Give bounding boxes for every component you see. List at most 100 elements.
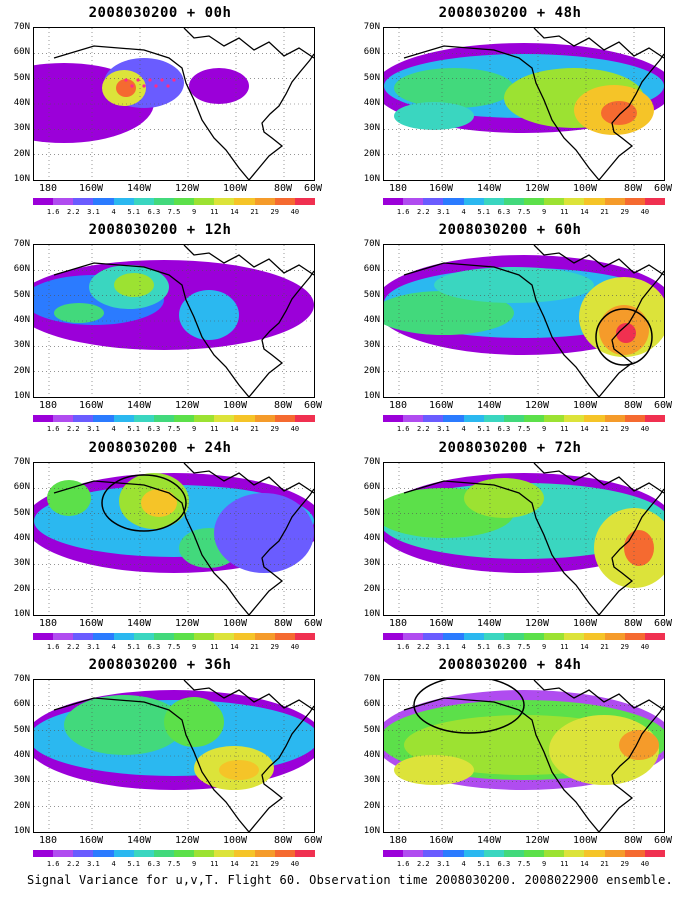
latitude-tick-label: 70N [363, 674, 380, 684]
colorbar-swatch [93, 633, 114, 640]
colorbar-swatch [564, 198, 585, 205]
colorbar-swatch [254, 850, 275, 857]
colorbar-swatch [544, 633, 565, 640]
longitude-tick-label: 80W [273, 835, 293, 846]
colorbar-swatch [93, 850, 114, 857]
colorbar-label: 3.1 [437, 208, 450, 216]
colorbar-label: 11 [560, 208, 569, 216]
colorbar-label: 5.1 [127, 643, 141, 651]
colorbar-swatch [274, 198, 295, 205]
longitude-tick-label: 180 [388, 618, 408, 629]
latitude-tick-label: 50N [13, 724, 30, 735]
colorbar-swatch [53, 415, 74, 422]
colorbar [383, 198, 665, 205]
colorbar-swatch [194, 850, 215, 857]
colorbar [33, 198, 315, 205]
longitude-tick-label: 80W [273, 183, 293, 194]
longitude-tick-label: 180 [38, 835, 58, 846]
latitude-tick-label: 40N [363, 315, 380, 325]
latitude-tick-label: 60N [363, 482, 380, 493]
colorbar-swatch [523, 415, 545, 422]
colorbar-label: 7.5 [517, 425, 531, 433]
longitude-tick-label: 140W [126, 835, 152, 846]
latitude-tick-label: 70N [13, 457, 30, 467]
colorbar-label: 14 [580, 860, 589, 868]
colorbar-swatch [463, 850, 484, 857]
latitude-tick-label: 40N [363, 750, 380, 760]
colorbar-label: 21 [250, 208, 259, 216]
colorbar-label: 2.2 [416, 425, 430, 433]
map-plot-area [33, 679, 315, 833]
latitude-tick-label: 60N [363, 47, 380, 58]
latitude-tick-label: 40N [13, 533, 30, 543]
colorbar-label: 1.6 [46, 208, 60, 216]
colorbar-swatch [113, 633, 134, 640]
colorbar-swatch [483, 415, 504, 422]
longitude-tick-label: 160W [428, 835, 454, 846]
colorbar [383, 850, 665, 857]
map-plot-area [33, 462, 315, 616]
colorbar-swatch [153, 415, 174, 422]
latitude-tick-label: 60N [13, 264, 30, 275]
coastline [403, 28, 664, 180]
latitude-tick-label: 10N [13, 826, 30, 836]
panel-title: 2008030200 + 84h [438, 657, 582, 673]
colorbar-label: 7.5 [167, 208, 181, 216]
colorbar-label: 29 [270, 860, 279, 868]
longitude-tick-label: 160W [78, 835, 104, 846]
colorbar-swatch [523, 198, 545, 205]
colorbar-label: 40 [290, 208, 300, 216]
variance-contour [141, 489, 177, 517]
map-panel: 2008030200 + 48h 70N 60N 50N 40N 30N 20N 10N 180… [350, 5, 672, 216]
variance-field-map [34, 463, 314, 615]
colorbar-swatch [173, 850, 195, 857]
map-panel: 2008030200 + 72h 70N 60N 50N 40N 30N 20N 10N 180… [350, 440, 672, 651]
longitude-tick-label: 160W [78, 400, 104, 411]
colorbar-label: 21 [250, 643, 259, 651]
latitude-tick-label: 10N [363, 174, 380, 184]
colorbar-swatch [483, 850, 504, 857]
variance-contour [394, 755, 474, 785]
colorbar-label: 5.1 [127, 860, 141, 868]
colorbar-label: 5.1 [477, 425, 491, 433]
colorbar-label: 4 [461, 860, 466, 868]
colorbar-swatch [624, 415, 645, 422]
sensitive-region-circle [101, 474, 187, 532]
colorbar-label: 5.1 [477, 208, 491, 216]
colorbar-label: 6.3 [147, 643, 161, 651]
variance-field-map [34, 245, 314, 397]
latitude-tick-label: 50N [13, 507, 30, 518]
latitude-tick-label: 10N [363, 609, 380, 619]
colorbar-label: 6.3 [147, 860, 161, 868]
colorbar-label: 9 [542, 860, 547, 868]
map-plot-area [33, 244, 315, 398]
colorbar-swatch [403, 850, 424, 857]
colorbar-label: 14 [230, 208, 239, 216]
latitude-tick-label: 70N [13, 674, 30, 684]
longitude-tick-label: 140W [476, 183, 502, 194]
colorbar-swatch [403, 198, 424, 205]
colorbar-swatch [113, 415, 134, 422]
colorbar-swatch [604, 198, 625, 205]
map-plot-area [383, 462, 665, 616]
colorbar-swatch [423, 198, 444, 205]
colorbar-label: 11 [560, 860, 569, 868]
colorbar-swatch [234, 198, 255, 205]
longitude-tick-label: 80W [273, 618, 293, 629]
longitude-tick-label: 180 [388, 183, 408, 194]
colorbar-swatch [584, 633, 605, 640]
colorbar-swatch [33, 633, 54, 640]
longitude-tick-label: 100W [222, 183, 248, 194]
longitude-tick-label: 100W [222, 400, 248, 411]
colorbar [383, 633, 665, 640]
colorbar-label: 21 [250, 425, 259, 433]
map-plot-area [33, 27, 315, 181]
colorbar-swatch [463, 415, 484, 422]
coastline [403, 245, 664, 397]
colorbar-swatch [274, 633, 295, 640]
longitude-tick-label: 80W [623, 618, 643, 629]
colorbar-label: 6.3 [497, 425, 511, 433]
colorbar-label: 3.1 [437, 860, 450, 868]
longitude-tick-label: 60W [303, 400, 323, 411]
longitude-tick-label: 120W [174, 183, 200, 194]
